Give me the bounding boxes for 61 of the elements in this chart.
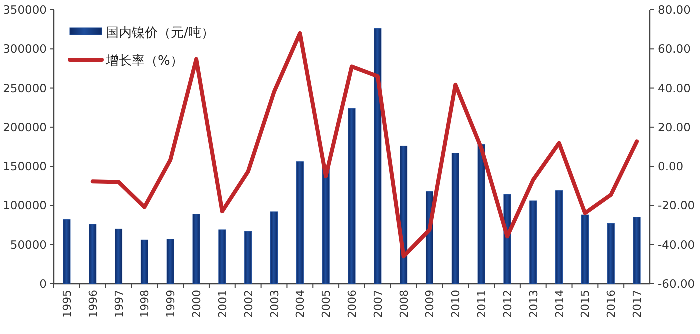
x-tick-label: 2008 <box>398 290 411 318</box>
x-tick-label: 2003 <box>268 290 282 318</box>
x-tick-label: 2001 <box>216 290 230 318</box>
x-tick-label: 2015 <box>579 290 592 318</box>
bar <box>218 230 226 284</box>
bar <box>581 214 589 284</box>
bar <box>89 224 97 284</box>
y2-tick-label: -40.00 <box>658 238 696 252</box>
bar <box>556 190 564 284</box>
bar <box>530 200 538 284</box>
y-tick-label: 300000 <box>3 42 47 56</box>
bar <box>63 220 71 284</box>
x-tick-label: 2006 <box>346 290 359 318</box>
bar <box>140 240 148 284</box>
x-tick-label: 1995 <box>60 290 74 318</box>
bar <box>607 223 615 284</box>
legend-label: 增长率（%） <box>105 53 184 69</box>
bar <box>452 153 460 284</box>
x-tick-label: 1998 <box>138 290 152 318</box>
x-tick-label: 2013 <box>527 290 540 318</box>
y-tick-label: 200000 <box>3 120 47 134</box>
y-tick-label: 150000 <box>3 160 47 174</box>
x-tick-label: 2002 <box>242 290 256 318</box>
bar <box>633 217 641 284</box>
x-tick-label: 1999 <box>164 290 178 318</box>
bar <box>322 166 330 284</box>
x-tick-label: 2012 <box>501 290 514 318</box>
x-tick-label: 2004 <box>294 290 308 318</box>
y-tick-label: 250000 <box>3 81 47 96</box>
x-tick-label: 2009 <box>424 290 437 318</box>
y-tick-label: 50000 <box>10 238 47 252</box>
y2-tick-label: -60.00 <box>658 277 696 291</box>
x-tick-label: 2016 <box>605 290 618 318</box>
y2-tick-label: 80.00 <box>658 3 691 17</box>
bar <box>478 144 486 284</box>
x-tick-label: 2010 <box>450 290 463 318</box>
bar <box>270 212 278 284</box>
bar <box>192 214 200 284</box>
bar <box>348 108 356 284</box>
x-tick-label: 2011 <box>476 290 489 318</box>
x-tick-label: 2017 <box>631 290 644 318</box>
y-tick-label: 0 <box>40 277 47 291</box>
y2-tick-label: -20.00 <box>658 198 696 213</box>
x-tick-label: 1997 <box>112 290 126 318</box>
bar <box>296 162 304 284</box>
y2-tick-label: 60.00 <box>658 42 691 56</box>
x-tick-label: 2007 <box>372 290 385 318</box>
x-tick-label: 2014 <box>553 290 566 318</box>
x-tick-label: 2000 <box>190 290 204 318</box>
y2-tick-label: 0.00 <box>658 160 684 174</box>
bar <box>166 239 174 284</box>
y-tick-label: 350000 <box>3 3 47 17</box>
y-tick-label: 100000 <box>3 198 47 213</box>
legend-label: 国内镍价（元/吨） <box>106 26 214 41</box>
bar <box>115 228 123 284</box>
x-tick-label: 1996 <box>86 290 100 318</box>
y2-tick-label: 20.00 <box>658 120 691 134</box>
bar <box>244 231 252 284</box>
y2-tick-label: 40.00 <box>658 81 691 96</box>
x-tick-label: 2005 <box>320 290 334 318</box>
bar <box>374 28 382 284</box>
